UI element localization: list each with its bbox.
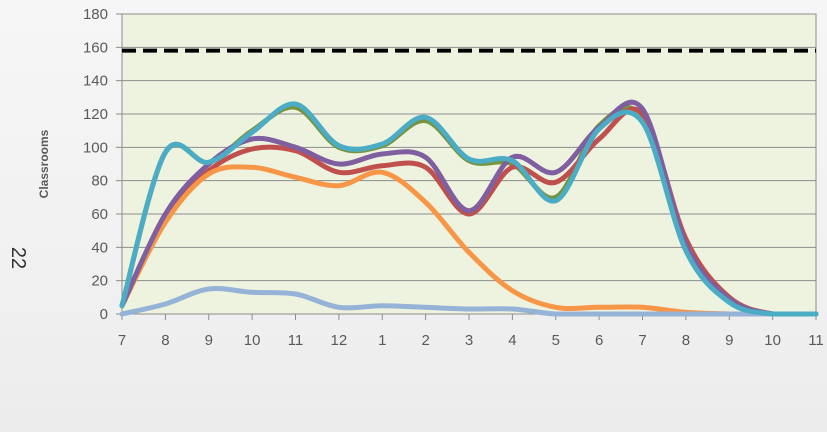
x-tick-label: 9 (725, 332, 733, 349)
x-tick-label: 2 (421, 332, 429, 349)
y-tick-label: 20 (91, 273, 108, 290)
x-tick-label: 8 (161, 332, 169, 349)
series-lines (119, 99, 819, 317)
x-tick-label: 1 (378, 332, 386, 349)
y-tick-label: 60 (91, 206, 108, 223)
x-tick-label: 11 (288, 332, 304, 349)
plot-area (121, 13, 817, 315)
x-tick-label: 12 (331, 332, 348, 349)
slide-page-number: 22 (7, 247, 29, 269)
y-tick-label: 0 (100, 306, 108, 323)
series-line-5 (119, 286, 819, 317)
x-tick-label: 6 (595, 332, 603, 349)
x-tick-label: 3 (465, 332, 473, 349)
y-tick-label: 40 (91, 239, 108, 256)
x-tick-label: 7 (118, 332, 126, 349)
y-tick-label: 140 (83, 73, 108, 90)
x-axis-tick-labels: 7 8 9 10 11 12 1 2 3 4 5 6 7 8 9 10 11 (118, 314, 824, 349)
x-tick-label: 8 (682, 332, 690, 349)
y-tick-label: 120 (83, 106, 108, 123)
series-line-6 (119, 101, 819, 317)
y-axis-tick-labels: 0 20 40 60 80 100 120 140 160 180 (83, 6, 108, 323)
x-tick-label: 11 (808, 332, 824, 349)
gridlines (116, 13, 816, 315)
x-tick-label: 7 (638, 332, 646, 349)
x-tick-label: 10 (764, 332, 781, 349)
x-tick-label: 5 (552, 332, 560, 349)
y-axis-title: Classrooms (37, 129, 51, 198)
y-tick-label: 180 (83, 6, 108, 23)
y-tick-label: 160 (83, 39, 108, 56)
x-tick-label: 10 (244, 332, 261, 349)
y-tick-label: 80 (91, 173, 108, 190)
x-tick-label: 9 (205, 332, 213, 349)
y-tick-label: 100 (83, 139, 108, 156)
x-tick-label: 4 (508, 332, 516, 349)
